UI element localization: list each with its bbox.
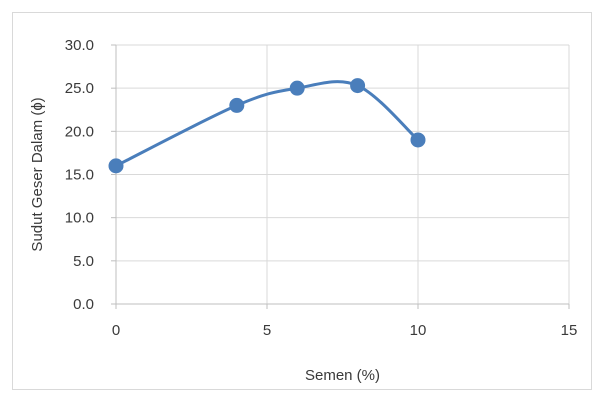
data-point [410,132,426,148]
x-tick-label: 15 [561,322,578,339]
data-points [108,78,426,174]
y-tick-labels: 0.0 5.0 10.0 15.0 20.0 25.0 30.0 [65,37,94,313]
x-tick-label: 5 [263,322,271,339]
y-tick-label: 15.0 [65,167,94,184]
y-tick-label: 30.0 [65,37,94,54]
y-tick-label: 10.0 [65,210,94,227]
data-point [229,97,245,113]
y-axis-title: Sudut Geser Dalam (ɸ) [29,97,46,251]
axes [111,44,570,309]
x-tick-label: 0 [112,322,120,339]
y-tick-label: 5.0 [73,253,94,270]
x-tick-label: 10 [410,322,427,339]
data-point [108,158,124,174]
y-tick-label: 0.0 [73,296,94,313]
data-point [350,78,366,94]
x-axis-title: Semen (%) [305,367,380,384]
chart-frame [12,12,592,390]
gridlines [116,44,570,304]
y-tick-label: 20.0 [65,123,94,140]
y-tick-label: 25.0 [65,80,94,97]
data-point [289,80,305,96]
x-tick-labels: 0 5 10 15 [112,322,578,339]
